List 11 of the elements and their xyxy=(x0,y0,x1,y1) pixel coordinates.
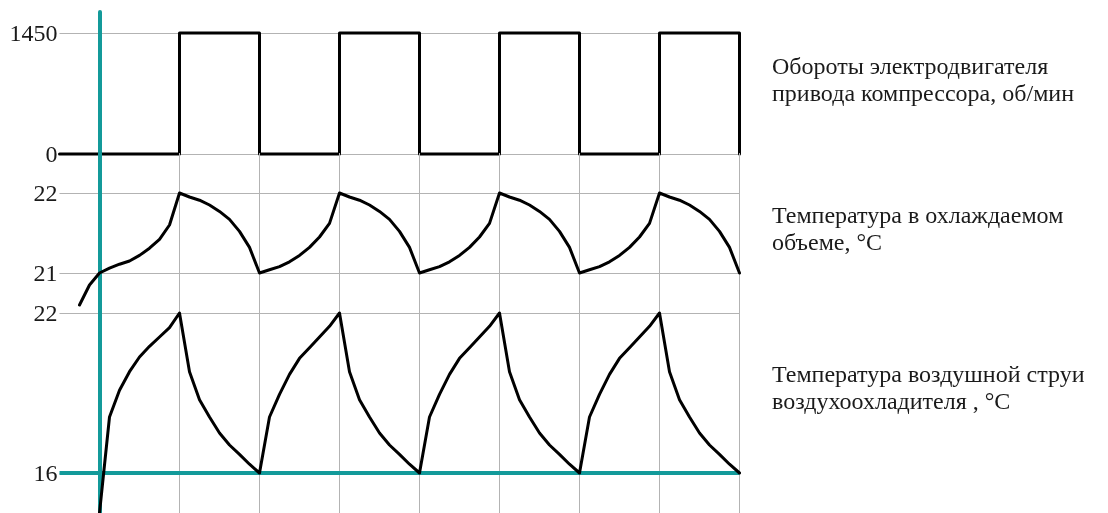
y-axis-title: Обороты электродвигателя привода компрессора, об/мин xyxy=(772,53,1075,106)
y-tick-label: 21 xyxy=(33,260,58,286)
y-tick-label: 16 xyxy=(33,460,58,486)
y-axis-title: Температура в охлаждаемом объеме, °C xyxy=(772,201,1064,255)
line-series xyxy=(98,311,741,513)
y-tick-label: 22 xyxy=(33,180,58,206)
y-tick-label: 1450 xyxy=(9,19,58,46)
line-series xyxy=(78,191,741,307)
y-tick-label: 22 xyxy=(33,300,58,326)
y-tick-label: 0 xyxy=(45,141,58,167)
y-axis-title: Температура воздушной струи воздухоохладителя , °C xyxy=(772,361,1085,414)
